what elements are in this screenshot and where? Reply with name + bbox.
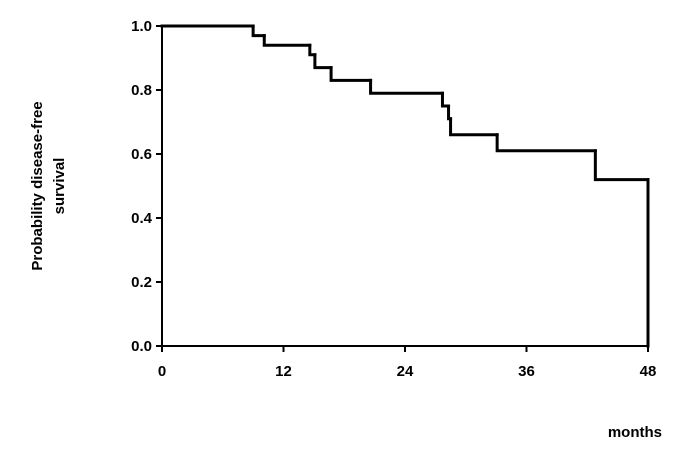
survival-step xyxy=(449,117,499,137)
y-tick-label: 1.0 xyxy=(131,18,152,35)
y-tick-label: 0.6 xyxy=(131,146,152,163)
y-axis-label: Probability disease-free xyxy=(29,101,46,270)
x-tick-label: 48 xyxy=(640,363,657,380)
y-tick-label: 0.2 xyxy=(131,274,152,291)
survival-step xyxy=(251,24,266,38)
y-tick-label: 0.0 xyxy=(131,338,152,355)
survival-step xyxy=(313,53,333,70)
survival-step xyxy=(447,104,453,121)
x-tick-label: 0 xyxy=(158,363,166,380)
survival-step xyxy=(440,91,451,108)
survival-step xyxy=(495,133,597,153)
x-axis-label: months xyxy=(608,424,662,441)
survival-step xyxy=(369,78,444,95)
x-tick-label: 12 xyxy=(275,363,292,380)
y-tick-label: 0.4 xyxy=(131,210,153,227)
x-tick-label: 24 xyxy=(397,363,414,380)
y-tick-label: 0.8 xyxy=(131,82,152,99)
survival-step xyxy=(308,43,317,57)
survival-step xyxy=(593,149,650,182)
y-axis-label: survival xyxy=(51,158,68,215)
survival-step xyxy=(262,34,312,47)
survival-step xyxy=(329,66,373,82)
x-tick-label: 36 xyxy=(518,363,535,380)
